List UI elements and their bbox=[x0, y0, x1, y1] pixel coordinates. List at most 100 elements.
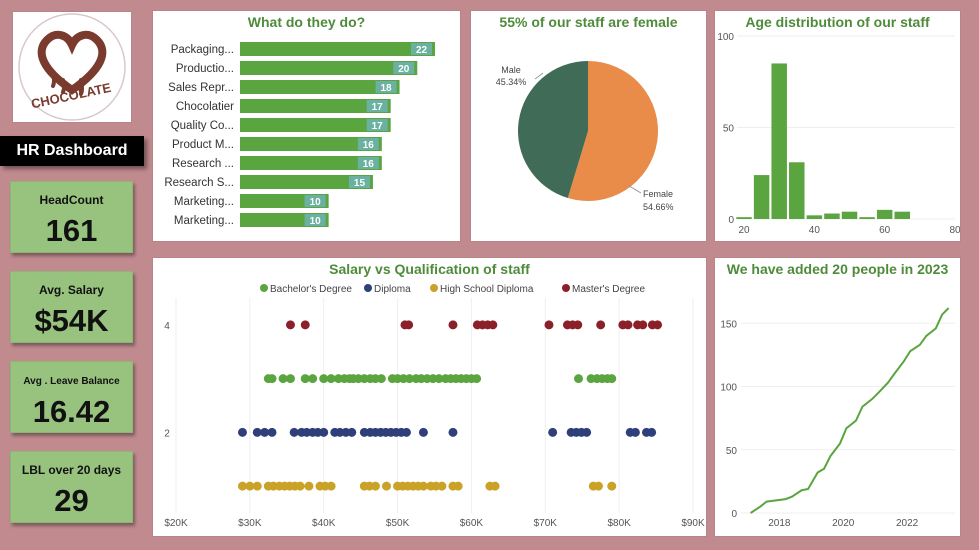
bar-value-label: 10 bbox=[310, 197, 322, 208]
scatter-point bbox=[607, 374, 617, 384]
age-bar bbox=[736, 217, 752, 219]
bar-value-label: 18 bbox=[380, 83, 392, 94]
gender-pie-chart: Female 54.66% Male 45.34% bbox=[496, 61, 674, 212]
bar-value-label: 16 bbox=[363, 140, 375, 151]
scatter-point bbox=[574, 374, 584, 384]
pie-label-male: Male bbox=[501, 65, 521, 75]
age-bar bbox=[859, 217, 875, 219]
job-bar bbox=[240, 80, 400, 94]
scatter-point bbox=[300, 320, 310, 330]
job-bar bbox=[240, 99, 391, 113]
logo-panel: CHOCOLATE bbox=[13, 12, 131, 122]
scatter-point bbox=[404, 374, 414, 384]
bar-value-label: 15 bbox=[354, 178, 366, 189]
scatter-point bbox=[376, 374, 386, 384]
age-bar bbox=[841, 211, 858, 219]
scatter-point bbox=[326, 481, 336, 491]
headcount-line bbox=[750, 307, 950, 514]
scatter-point bbox=[573, 320, 583, 330]
bar-value-label: 20 bbox=[398, 64, 410, 75]
job-bar bbox=[240, 175, 373, 189]
bar-value-bg bbox=[366, 119, 388, 131]
bar-category-label: Marketing... bbox=[174, 215, 234, 227]
growth-chart-panel: We have added 20 people in 2023 0 50 100 15… bbox=[715, 258, 960, 536]
job-bar bbox=[240, 156, 382, 170]
legend-label: Master's Degree bbox=[572, 284, 645, 295]
bar-category-label: Research ... bbox=[172, 158, 234, 170]
scatter-point bbox=[548, 427, 558, 437]
kpi-label: Avg. Salary bbox=[39, 283, 104, 297]
y-tick-label: 50 bbox=[723, 124, 735, 135]
salary-chart-panel: Salary vs Qualification of staff Bachelo… bbox=[153, 258, 706, 536]
x-tick-label: 2020 bbox=[832, 518, 855, 529]
bar-value-label: 16 bbox=[363, 159, 375, 170]
legend-marker bbox=[430, 284, 438, 292]
age-chart-panel: Age distribution of our staff 0 50 100 20 40… bbox=[715, 11, 960, 241]
bar-category-label: Product M... bbox=[172, 139, 234, 151]
bar-value-bg bbox=[348, 176, 370, 188]
heart-icon bbox=[37, 30, 107, 95]
scatter-point bbox=[418, 427, 428, 437]
bar-category-label: Quality Co... bbox=[171, 120, 234, 132]
legend-label: High School Diploma bbox=[440, 284, 534, 295]
scatter-point bbox=[252, 427, 262, 437]
legend-marker bbox=[562, 284, 570, 292]
kpi-lbl-over-20: LBL over 20 days 29 bbox=[10, 451, 133, 523]
x-tick-label: $40K bbox=[312, 518, 336, 529]
x-tick-label: $80K bbox=[607, 518, 631, 529]
age-bar bbox=[806, 215, 823, 219]
y-tick-label: 0 bbox=[731, 509, 737, 520]
scatter-point bbox=[278, 374, 288, 384]
pie-slice-male bbox=[518, 61, 588, 199]
x-tick-label: $60K bbox=[460, 518, 484, 529]
scatter-point bbox=[285, 320, 295, 330]
scatter-point bbox=[285, 374, 295, 384]
age-bar bbox=[894, 211, 910, 219]
x-tick-label: $50K bbox=[386, 518, 410, 529]
bar-value-bg bbox=[357, 157, 379, 169]
scatter-point bbox=[623, 320, 633, 330]
scatter-point bbox=[607, 481, 617, 491]
pie-label-female: Female bbox=[643, 189, 673, 199]
scatter-point bbox=[326, 374, 336, 384]
bar-category-label: Packaging... bbox=[171, 44, 234, 56]
scatter-point bbox=[237, 427, 247, 437]
bar-category-label: Sales Repr... bbox=[168, 82, 234, 94]
scatter-point bbox=[267, 427, 277, 437]
pie-value-female: 54.66% bbox=[643, 202, 674, 212]
x-tick-label: 60 bbox=[879, 225, 891, 236]
gender-chart-panel: 55% of our staff are female Female 54.66%… bbox=[471, 11, 706, 241]
scatter-point bbox=[437, 481, 447, 491]
x-tick-label: 80 bbox=[949, 225, 960, 236]
bar-category-label: Productio... bbox=[176, 63, 234, 75]
pie-leader-line bbox=[534, 72, 544, 80]
kpi-label: Avg . Leave Balance bbox=[23, 376, 120, 387]
chart-title: What do they do? bbox=[247, 14, 366, 30]
scatter-point bbox=[347, 427, 357, 437]
legend-marker bbox=[260, 284, 268, 292]
scatter-point bbox=[304, 481, 314, 491]
bar-category-label: Research S... bbox=[164, 177, 234, 189]
headcount-line-chart: 0 50 100 150 2018 2020 2022 bbox=[720, 307, 955, 529]
age-bar bbox=[771, 63, 787, 220]
scatter-point bbox=[453, 481, 463, 491]
y-tick-label: 100 bbox=[717, 32, 734, 43]
bar-value-label: 10 bbox=[310, 216, 322, 227]
jobs-bar-chart: Packaging... 22 Productio... 20 Sales Repr..… bbox=[164, 42, 435, 227]
scatter-point bbox=[582, 427, 592, 437]
bar-value-bg bbox=[411, 43, 432, 55]
scatter-point bbox=[289, 427, 299, 437]
chart-title: We have added 20 people in 2023 bbox=[726, 261, 949, 277]
pie-leader-line bbox=[628, 185, 642, 194]
scatter-point bbox=[260, 427, 270, 437]
x-tick-label: $70K bbox=[534, 518, 558, 529]
scatter-point bbox=[370, 481, 380, 491]
scatter-point bbox=[295, 481, 305, 491]
age-bar bbox=[789, 162, 805, 219]
salary-scatter-chart: Bachelor's Degree Diploma High School Dipl… bbox=[164, 284, 705, 529]
chocolate-logo: CHOCOLATE bbox=[18, 13, 126, 121]
scatter-point bbox=[308, 374, 318, 384]
age-histogram: 0 50 100 20 40 60 80 bbox=[717, 32, 960, 236]
kpi-avg-salary: Avg. Salary $54K bbox=[10, 271, 133, 343]
job-bar bbox=[240, 42, 435, 56]
